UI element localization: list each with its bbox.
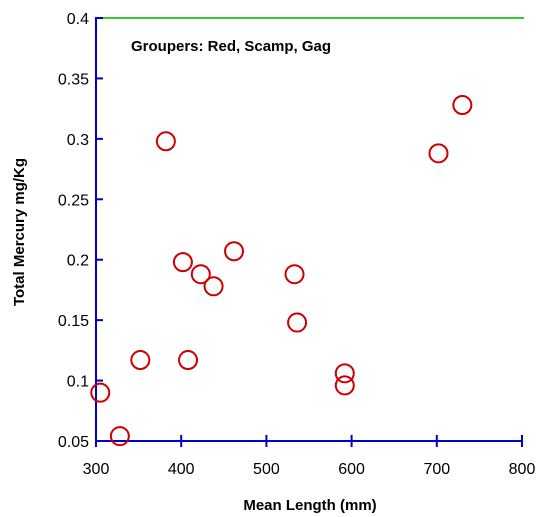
data-point — [178, 350, 199, 371]
data-point — [334, 363, 355, 384]
data-point — [334, 375, 355, 396]
x-tick-label: 500 — [253, 461, 280, 478]
y-tick-label: 0.4 — [67, 11, 89, 28]
y-tick-label: 0.15 — [58, 313, 89, 330]
y-axis-title: Total Mercury mg/Kg — [11, 158, 28, 306]
x-tick-label: 800 — [509, 461, 536, 478]
data-point — [172, 252, 193, 273]
y-tick-label: 0.05 — [58, 434, 89, 451]
x-tick-label: 400 — [168, 461, 195, 478]
x-tick-label: 600 — [338, 461, 365, 478]
data-point — [130, 350, 151, 371]
data-point — [109, 426, 130, 447]
y-tick-label: 0.25 — [58, 192, 89, 209]
x-tick-label: 700 — [423, 461, 450, 478]
y-tick-label: 0.3 — [67, 132, 89, 149]
x-tick-label: 300 — [83, 461, 110, 478]
data-point — [190, 264, 211, 285]
y-tick-label: 0.2 — [67, 253, 89, 270]
data-point — [428, 143, 449, 164]
data-point — [203, 276, 224, 297]
y-tick-label: 0.35 — [58, 71, 89, 88]
chart-annotation: Groupers: Red, Scamp, Gag — [131, 38, 331, 55]
y-tick-label: 0.1 — [67, 374, 89, 391]
data-point — [284, 264, 305, 285]
data-point — [155, 131, 176, 152]
data-point — [90, 382, 111, 403]
data-point — [452, 95, 473, 116]
data-point — [224, 241, 245, 262]
data-point — [287, 312, 308, 333]
x-axis-title: Mean Length (mm) — [243, 497, 376, 514]
